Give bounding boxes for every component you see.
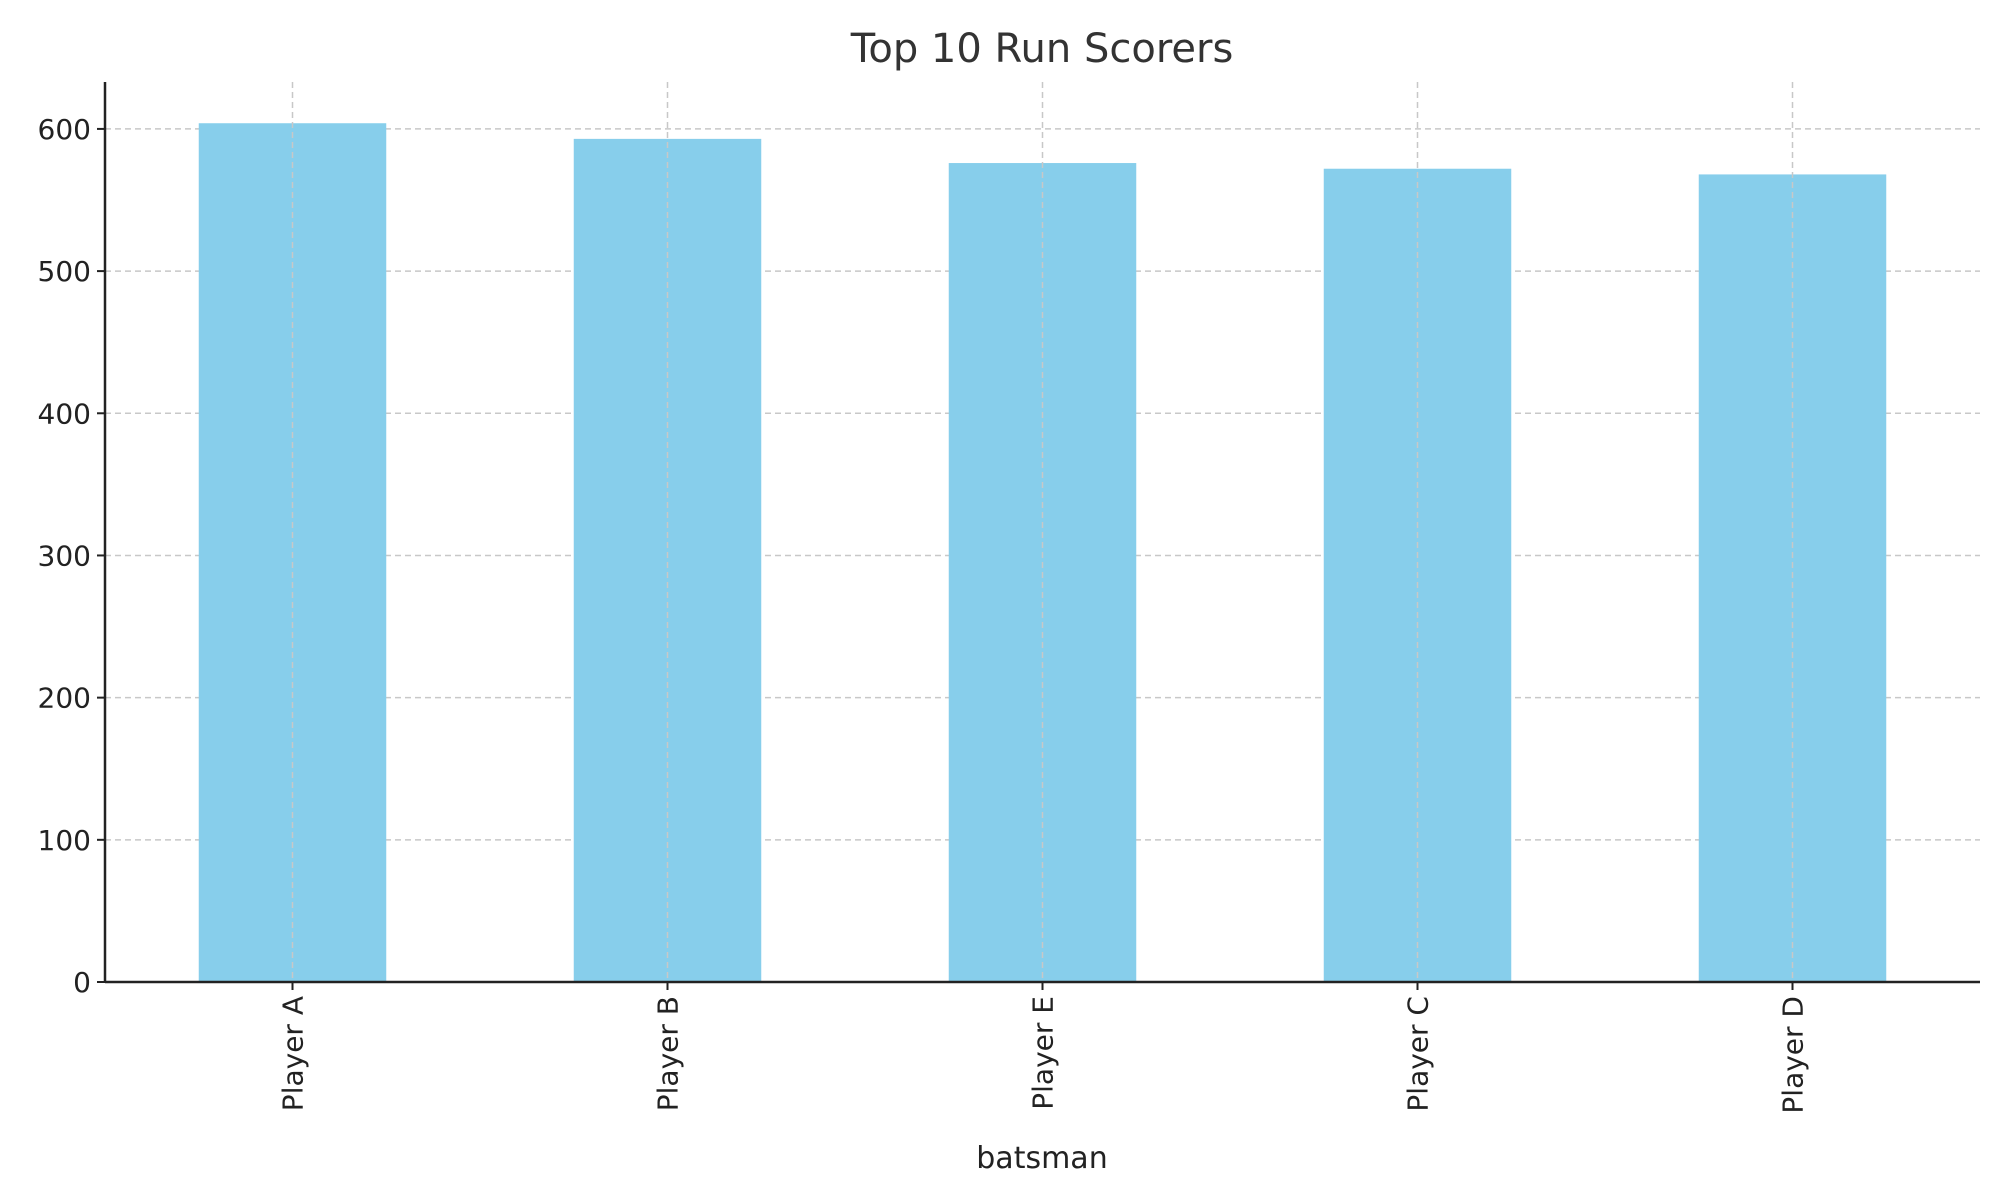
x-tick-label: Player D — [1777, 996, 1810, 1114]
vertical-grid-lines — [291, 82, 1794, 982]
y-tick-label: 500 — [38, 255, 91, 288]
y-tick-label: 0 — [73, 966, 91, 999]
x-tick-label: Player C — [1402, 996, 1435, 1112]
y-tick-label: 100 — [38, 824, 91, 857]
bar-player-b — [573, 138, 762, 982]
y-tick-label: 600 — [38, 113, 91, 146]
y-tick-label: 300 — [38, 539, 91, 572]
x-tick-label: Player A — [277, 996, 310, 1111]
x-axis-ticks: Player A Player B Player E Player C Player D — [277, 982, 1810, 1114]
y-tick-label: 400 — [38, 397, 91, 430]
x-tick-label: Player B — [652, 996, 685, 1111]
y-axis-ticks: 0 100 200 300 400 500 600 — [38, 113, 105, 999]
y-tick-label: 200 — [38, 682, 91, 715]
x-tick-label: Player E — [1027, 996, 1060, 1110]
x-axis-label: batsman — [976, 1141, 1107, 1176]
grid-lines — [105, 128, 1980, 841]
chart-title: Top 10 Run Scorers — [850, 26, 1234, 72]
